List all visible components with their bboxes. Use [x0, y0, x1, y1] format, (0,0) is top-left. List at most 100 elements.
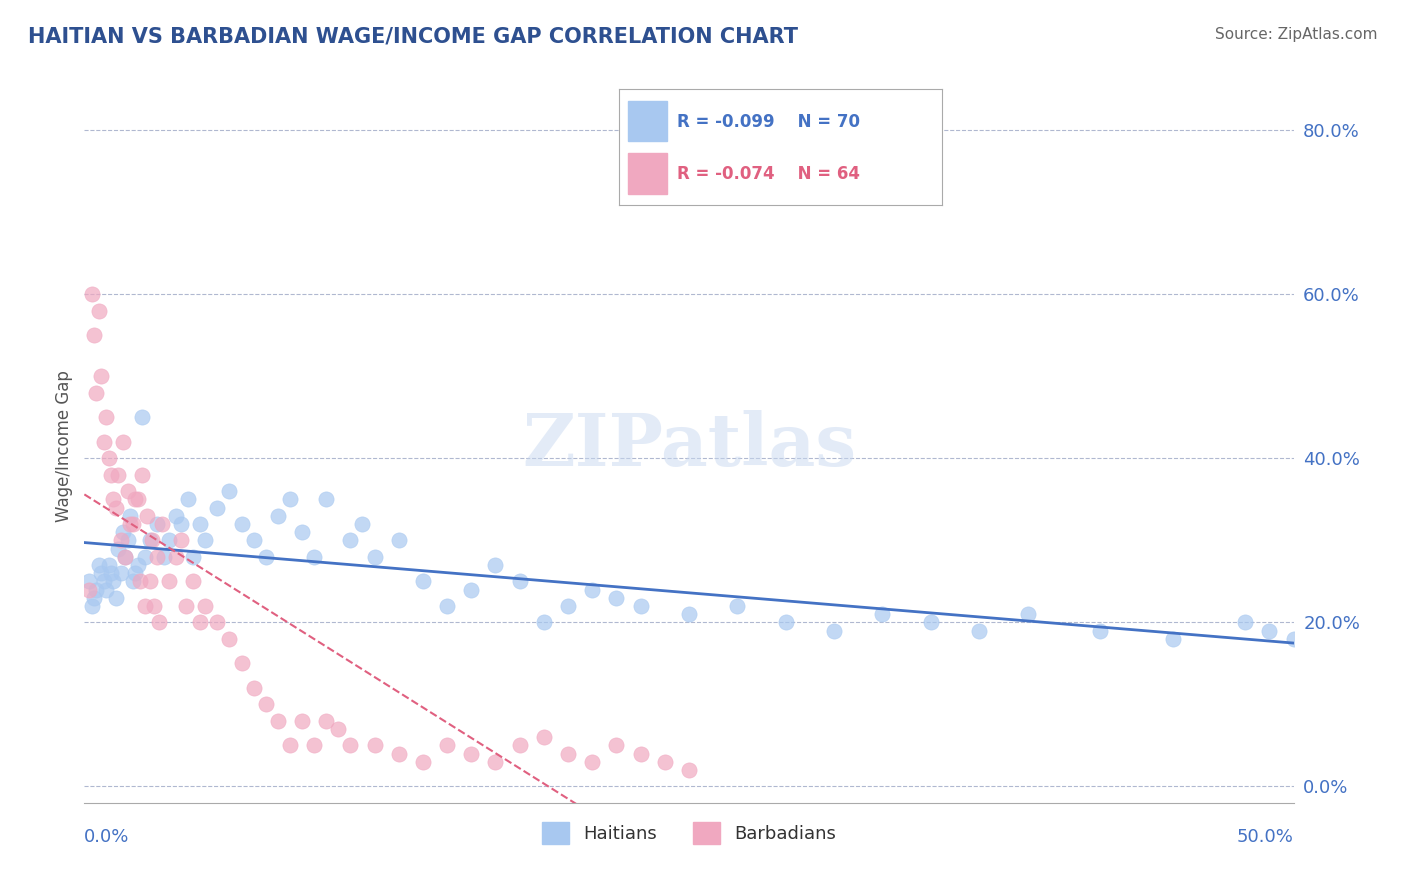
- Point: [138, 533, 160, 548]
- Point: [97, 451, 120, 466]
- Point: [110, 533, 132, 548]
- Point: [291, 525, 314, 540]
- Point: [90, 369, 112, 384]
- Point: [100, 467, 122, 482]
- Point: [104, 591, 127, 605]
- Point: [146, 516, 169, 531]
- Point: [80, 599, 103, 613]
- Point: [97, 558, 120, 572]
- Point: [157, 533, 180, 548]
- Point: [194, 533, 217, 548]
- Point: [120, 516, 142, 531]
- Point: [1161, 632, 1184, 646]
- Point: [339, 739, 361, 753]
- Point: [80, 287, 103, 301]
- Point: [121, 574, 143, 589]
- Point: [86, 582, 108, 597]
- Point: [557, 747, 579, 761]
- Point: [278, 739, 301, 753]
- Point: [242, 533, 264, 548]
- Point: [436, 739, 458, 753]
- Point: [967, 624, 990, 638]
- Point: [131, 467, 153, 482]
- Point: [291, 714, 314, 728]
- Point: [1088, 624, 1111, 638]
- Point: [254, 549, 277, 564]
- Point: [124, 492, 146, 507]
- Point: [93, 434, 115, 449]
- Point: [110, 566, 132, 581]
- Point: [678, 607, 700, 622]
- Point: [533, 615, 555, 630]
- Point: [509, 739, 531, 753]
- Point: [267, 508, 290, 523]
- Point: [177, 492, 200, 507]
- Point: [207, 615, 229, 630]
- Point: [107, 467, 129, 482]
- Point: [83, 328, 105, 343]
- Point: [363, 549, 385, 564]
- Point: [134, 599, 156, 613]
- Text: 0.0%: 0.0%: [84, 828, 129, 846]
- Point: [100, 566, 122, 581]
- Point: [823, 624, 845, 638]
- Point: [218, 484, 240, 499]
- Point: [533, 730, 555, 744]
- Point: [112, 525, 135, 540]
- Point: [114, 549, 136, 564]
- Point: [872, 607, 894, 622]
- Point: [117, 484, 139, 499]
- Text: ZIPatlas: ZIPatlas: [522, 410, 856, 482]
- Point: [129, 574, 152, 589]
- Point: [207, 500, 229, 515]
- Point: [1017, 607, 1039, 622]
- Point: [94, 582, 117, 597]
- Point: [1234, 615, 1257, 630]
- Point: [190, 516, 212, 531]
- Point: [148, 615, 170, 630]
- Point: [112, 434, 135, 449]
- Point: [181, 574, 204, 589]
- Point: [581, 755, 603, 769]
- Point: [141, 533, 163, 548]
- Point: [388, 533, 411, 548]
- Point: [104, 500, 127, 515]
- Point: [920, 615, 942, 630]
- Point: [83, 591, 105, 605]
- Point: [302, 549, 325, 564]
- Y-axis label: Wage/Income Gap: Wage/Income Gap: [55, 370, 73, 522]
- Point: [103, 492, 125, 507]
- Point: [678, 763, 700, 777]
- Point: [484, 755, 506, 769]
- Point: [170, 516, 193, 531]
- Point: [127, 492, 149, 507]
- Point: [86, 385, 108, 400]
- Point: [328, 722, 350, 736]
- Point: [103, 574, 125, 589]
- Point: [181, 549, 204, 564]
- Point: [1282, 632, 1305, 646]
- Point: [87, 558, 110, 572]
- Point: [302, 739, 325, 753]
- Point: [267, 714, 290, 728]
- Point: [388, 747, 411, 761]
- Point: [1258, 624, 1281, 638]
- Point: [153, 549, 176, 564]
- Point: [775, 615, 797, 630]
- Point: [315, 492, 337, 507]
- Point: [278, 492, 301, 507]
- Point: [315, 714, 337, 728]
- Point: [630, 747, 652, 761]
- Point: [254, 698, 277, 712]
- Point: [77, 582, 100, 597]
- Point: [134, 549, 156, 564]
- Point: [131, 410, 153, 425]
- Text: 50.0%: 50.0%: [1237, 828, 1294, 846]
- Point: [77, 574, 100, 589]
- Point: [146, 549, 169, 564]
- FancyBboxPatch shape: [628, 153, 668, 194]
- Point: [136, 508, 159, 523]
- Point: [509, 574, 531, 589]
- Point: [124, 566, 146, 581]
- Point: [143, 599, 166, 613]
